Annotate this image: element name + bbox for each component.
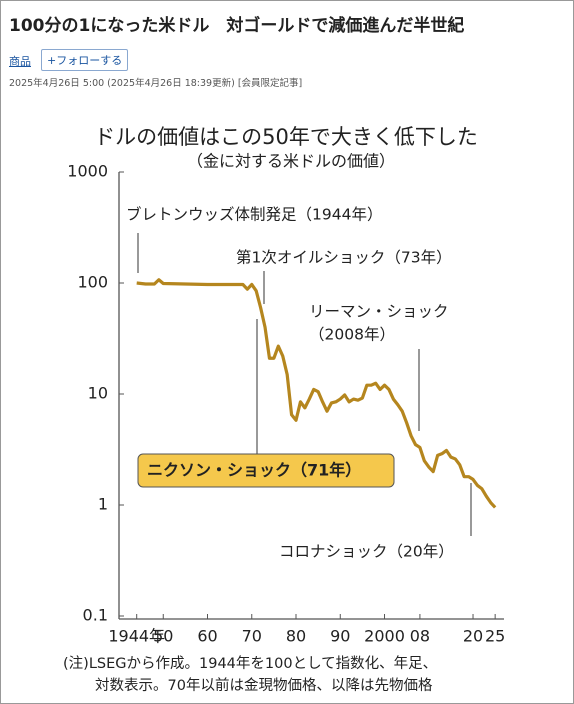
x-tick-label: 1944年 xyxy=(108,627,165,646)
article-title: 100分の1になった米ドル 対ゴールドで減価進んだ半世紀 xyxy=(9,16,465,36)
y-tick-label: 0.1 xyxy=(83,606,108,625)
tag[interactable]: 商品 xyxy=(9,55,31,68)
x-tick-label: 90 xyxy=(330,627,350,646)
note: 対数表示。70年以前は金現物価格、以降は先物価格 xyxy=(95,677,433,694)
follow-button[interactable]: +フォローする xyxy=(41,49,129,71)
annotation: ブレトンウッズ体制発足（1944年） xyxy=(126,205,382,224)
y-tick-label: 10 xyxy=(88,384,108,403)
x-tick-label: 80 xyxy=(286,627,306,646)
chart-title: ドルの価値はこの50年で大きく低下した xyxy=(94,125,478,149)
y-tick-label: 1000 xyxy=(67,162,108,181)
data-line xyxy=(136,278,497,509)
annotation: リーマン・ショック xyxy=(309,303,449,321)
note: (注)LSEGから作成。1944年を100として指数化、年足、 xyxy=(63,655,437,672)
y-tick-label: 1 xyxy=(98,495,108,514)
x-tick-label: 2000 xyxy=(364,627,405,646)
x-tick-label: 08 xyxy=(410,627,430,646)
annotation: コロナショック（20年） xyxy=(279,543,454,561)
x-tick-label: 60 xyxy=(197,627,217,646)
annotation: ニクソン・ショック（71年） xyxy=(147,461,361,480)
chart-subtitle: （金に対する米ドルの価値） xyxy=(187,152,395,171)
annotation: （2008年） xyxy=(309,326,395,344)
annotation: 第1次オイルショック（73年） xyxy=(236,249,452,267)
date: 2025年4月26日 5:00 (2025年4月26日 18:39更新) [会員… xyxy=(9,78,303,89)
x-tick-label: 50 xyxy=(153,627,173,646)
annotation-box xyxy=(137,453,395,488)
x-tick-label: 70 xyxy=(242,627,262,646)
y-tick-label: 100 xyxy=(77,273,108,292)
x-tick-label: 25 xyxy=(485,627,505,646)
x-tick-label: 20 xyxy=(463,627,483,646)
